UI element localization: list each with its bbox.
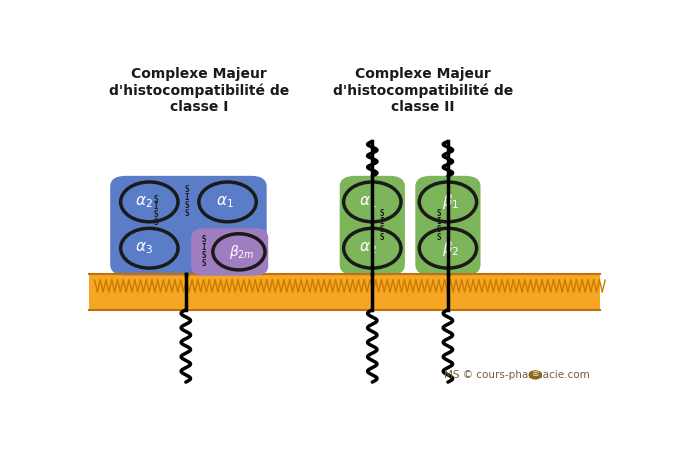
Text: $\alpha_1$: $\alpha_1$: [216, 194, 234, 210]
FancyBboxPatch shape: [340, 176, 405, 275]
Text: $\beta_2$: $\beta_2$: [441, 239, 459, 258]
Text: S
I
S
S: S I S S: [202, 235, 207, 268]
Circle shape: [344, 228, 401, 268]
FancyBboxPatch shape: [191, 228, 269, 275]
Text: MS © cours-pharmacie.com: MS © cours-pharmacie.com: [444, 370, 590, 380]
Text: Complexe Majeur
d'histocompatibilité de
classe I: Complexe Majeur d'histocompatibilité de …: [109, 67, 289, 114]
Text: S
I
S
S: S I S S: [436, 209, 441, 242]
Text: $\beta_1$: $\beta_1$: [441, 192, 459, 212]
Text: $\alpha_1$: $\alpha_1$: [359, 194, 377, 210]
Text: $\alpha_2$: $\alpha_2$: [135, 194, 153, 210]
FancyBboxPatch shape: [110, 176, 267, 275]
Text: ✉: ✉: [532, 372, 538, 378]
Bar: [90, 274, 600, 310]
Text: $\alpha_3$: $\alpha_3$: [135, 240, 153, 256]
Circle shape: [120, 182, 178, 222]
Circle shape: [199, 182, 256, 222]
Circle shape: [528, 370, 542, 380]
FancyBboxPatch shape: [415, 176, 481, 275]
Text: Complexe Majeur
d'histocompatibilité de
classe II: Complexe Majeur d'histocompatibilité de …: [333, 67, 513, 114]
Circle shape: [120, 228, 178, 268]
Text: $\alpha_2$: $\alpha_2$: [359, 240, 377, 256]
Text: $\beta_{2m}$: $\beta_{2m}$: [229, 243, 254, 261]
Circle shape: [419, 228, 476, 268]
Circle shape: [419, 182, 476, 222]
Text: S
I
S
S: S I S S: [380, 209, 384, 242]
Text: S
I
S
S: S I S S: [184, 186, 189, 218]
Text: S
I
S
S: S I S S: [154, 195, 158, 227]
Circle shape: [213, 234, 265, 270]
Circle shape: [344, 182, 401, 222]
